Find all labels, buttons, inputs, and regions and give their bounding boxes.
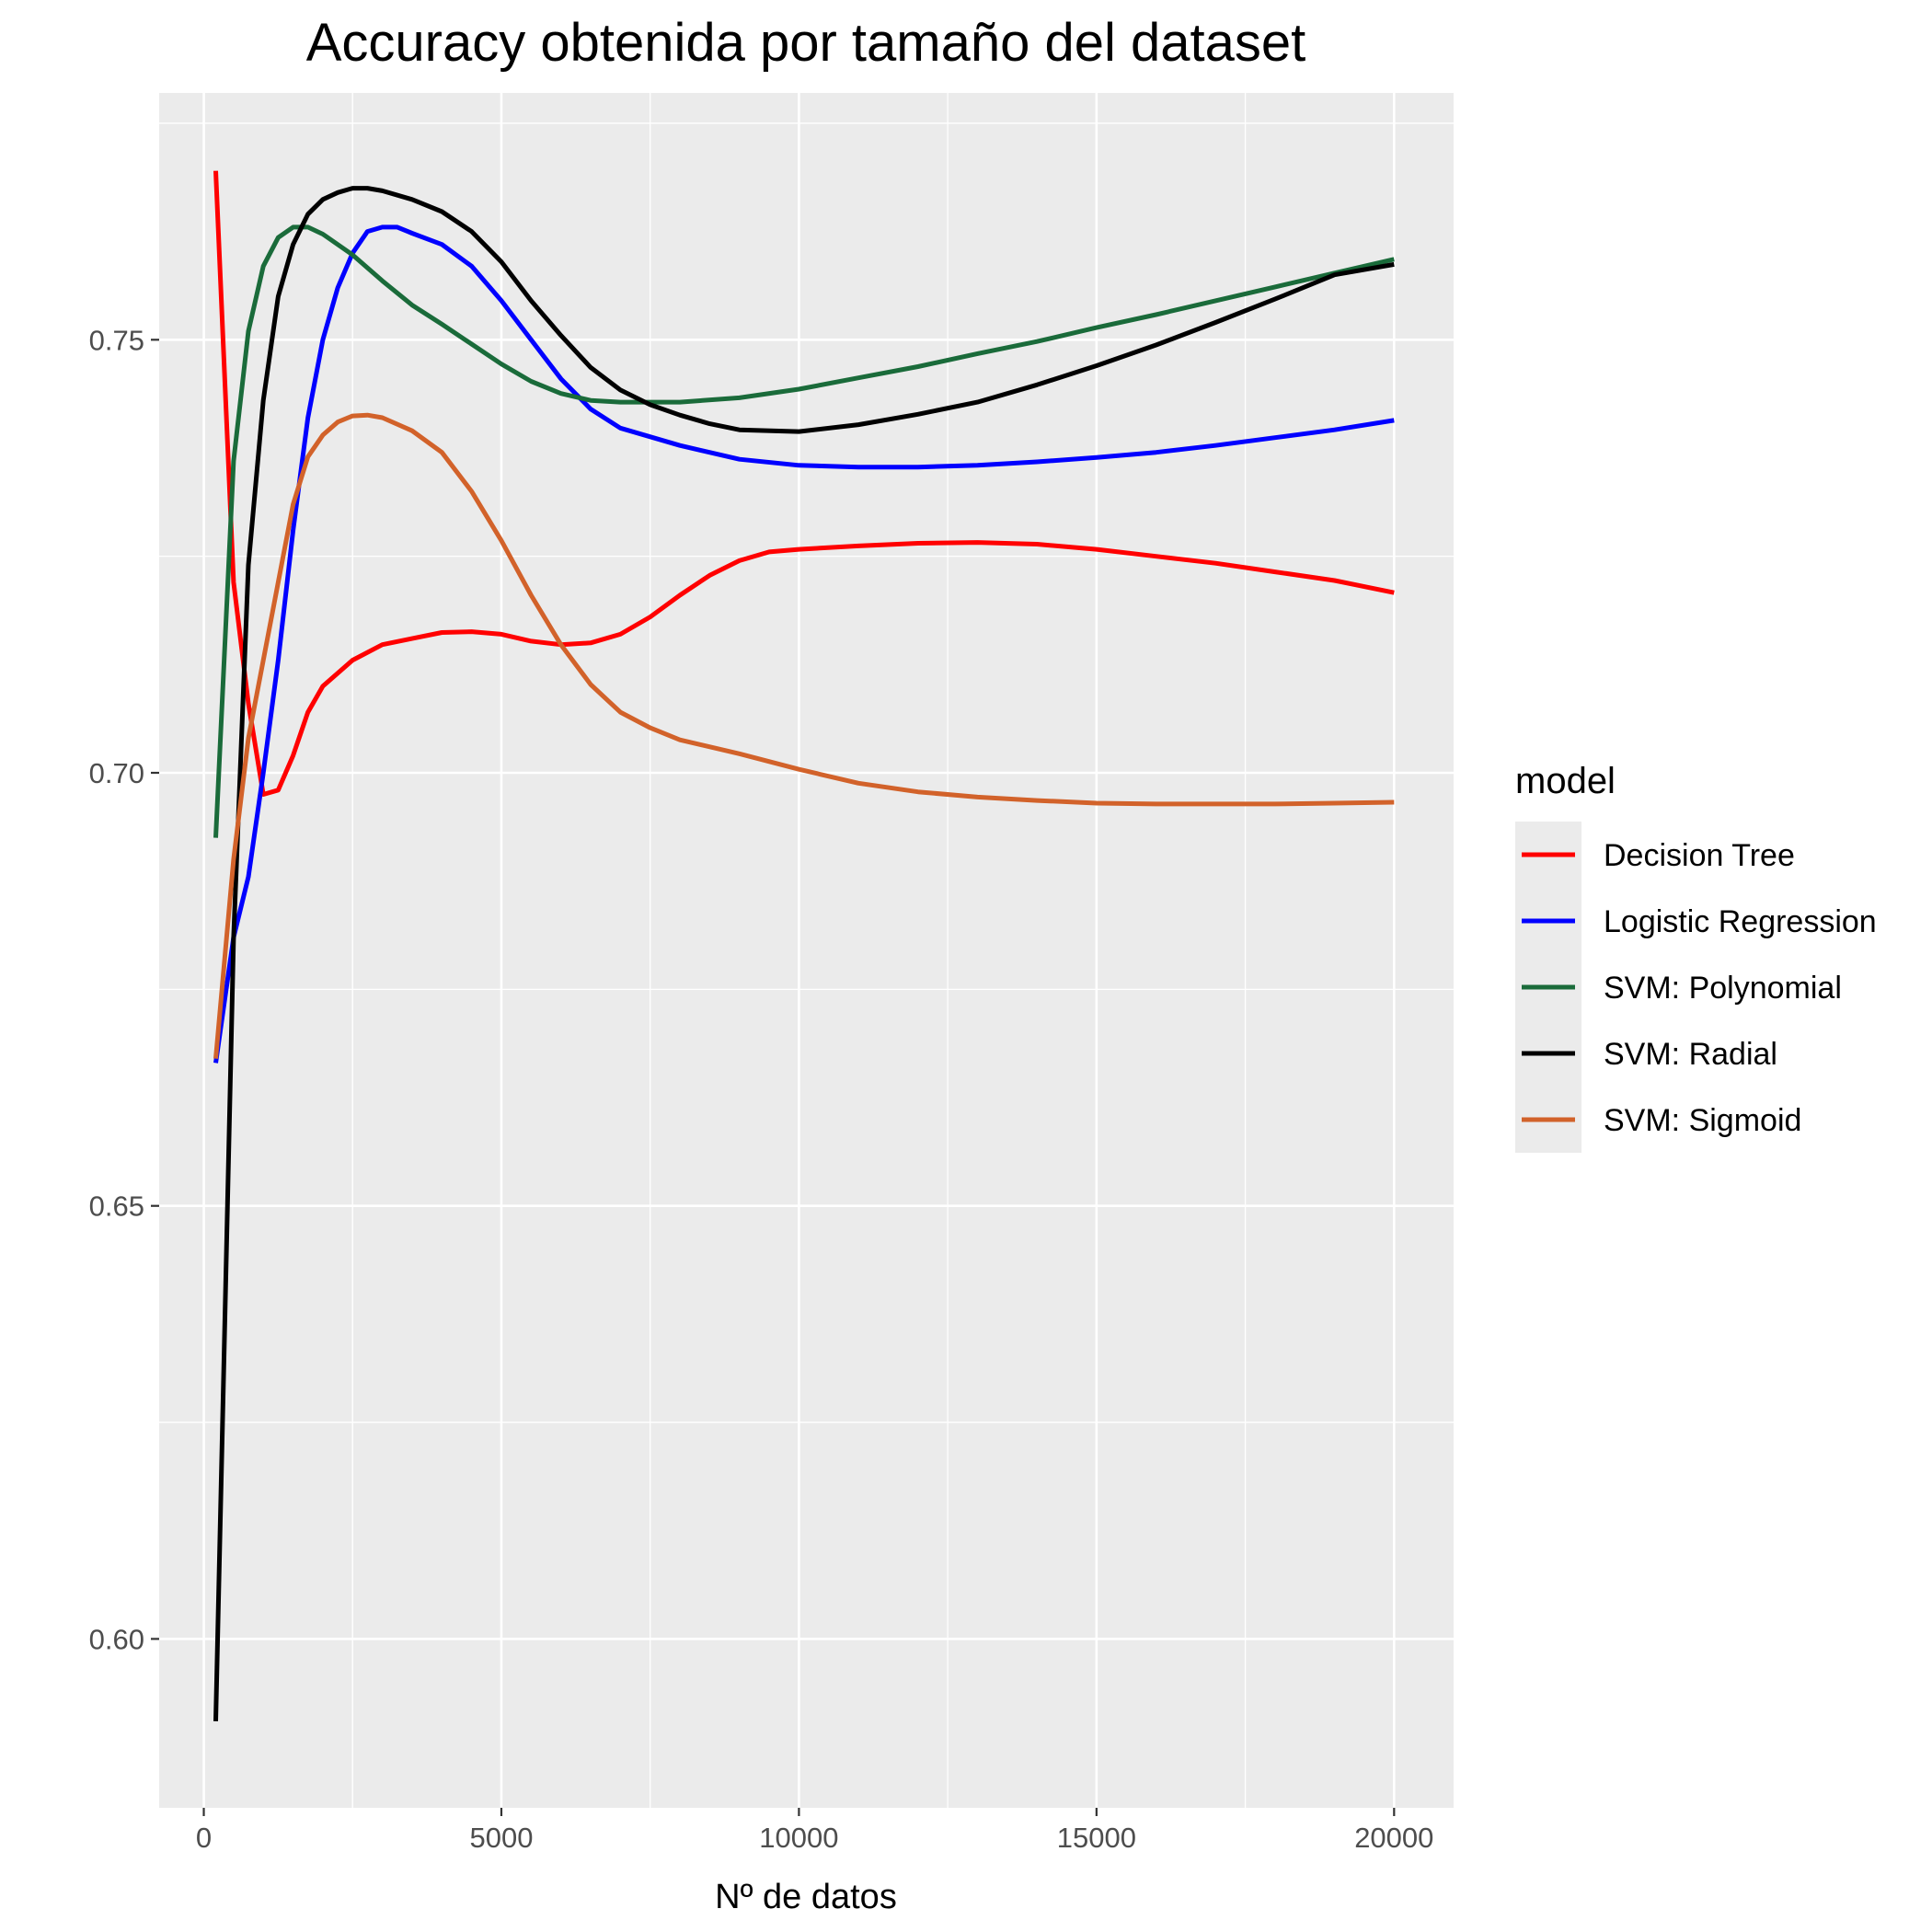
series-line-svm-radial <box>213 186 1395 1721</box>
legend-label-svm-polynomial: SVM: Polynomial <box>1604 971 1842 1006</box>
x-tick-label: 5000 <box>469 1822 533 1854</box>
y-tick-label: 0.65 <box>89 1190 144 1223</box>
chart-title: Accuracy obtenida por tamaño del dataset <box>306 13 1306 73</box>
y-tick-label: 0.60 <box>89 1623 144 1655</box>
x-tick-label: 15000 <box>1057 1822 1136 1854</box>
grid-lines <box>159 93 1454 1808</box>
series-line-svm-sigmoid <box>213 412 1395 1059</box>
legend-label-svm-sigmoid: SVM: Sigmoid <box>1604 1103 1801 1138</box>
x-tick-label: 0 <box>196 1822 212 1854</box>
series-lines <box>213 170 1395 1721</box>
legend-label-logistic-regression: Logistic Regression <box>1604 904 1877 939</box>
x-tick-label: 10000 <box>759 1822 838 1854</box>
axes: 0 5000 10000 15000 20000 0.60 0.65 0.70 0.75 <box>89 324 1434 1854</box>
legend-label-decision-tree: Decision Tree <box>1604 838 1795 873</box>
legend: model Decision Tree Logistic Regression SV… <box>1515 761 1877 1153</box>
series-line-decision-tree <box>213 170 1395 797</box>
y-tick-label: 0.75 <box>89 324 144 356</box>
series-line-svm-polynomial <box>213 224 1395 838</box>
plot-panel <box>159 93 1454 1808</box>
y-tick-label: 0.70 <box>89 757 144 789</box>
legend-label-svm-radial: SVM: Radial <box>1604 1037 1777 1072</box>
x-tick-label: 20000 <box>1354 1822 1433 1854</box>
x-axis-title: Nº de datos <box>715 1878 897 1916</box>
legend-title: model <box>1515 761 1616 801</box>
